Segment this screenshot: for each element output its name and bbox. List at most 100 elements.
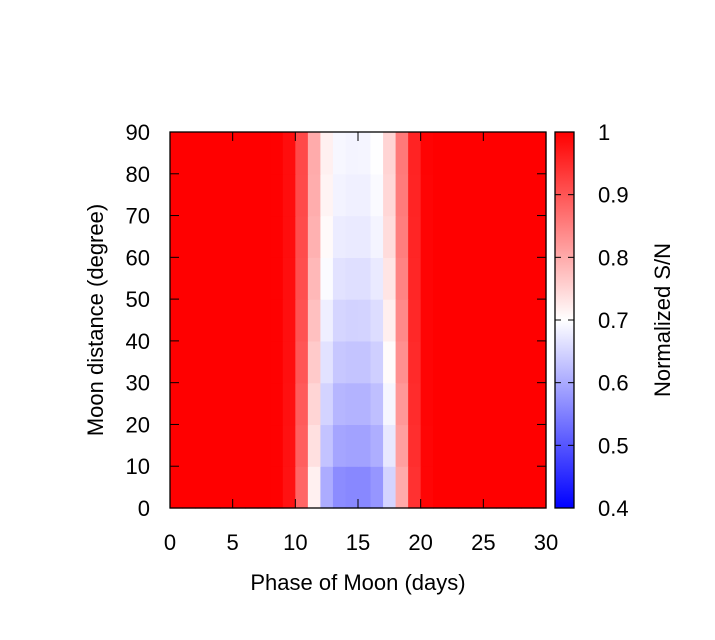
heatmap-cell bbox=[420, 257, 434, 300]
heatmap-cell bbox=[257, 299, 271, 342]
heatmap-cell bbox=[508, 382, 522, 426]
heatmap-cell bbox=[408, 299, 422, 342]
y-tick-label: 40 bbox=[126, 329, 150, 354]
heatmap-cell bbox=[395, 382, 409, 426]
heatmap-cell bbox=[395, 257, 409, 300]
heatmap-cell bbox=[508, 466, 522, 509]
heatmap-cell bbox=[370, 466, 384, 509]
colorbar-tick-label: 0.7 bbox=[598, 308, 629, 333]
heatmap-cell bbox=[420, 382, 434, 426]
heatmap-cell bbox=[470, 215, 484, 258]
heatmap-cell bbox=[195, 215, 209, 258]
heatmap-cell bbox=[495, 466, 509, 509]
heatmap-cell bbox=[282, 299, 296, 342]
heatmap-cell bbox=[345, 299, 359, 342]
heatmap-cell bbox=[483, 466, 497, 509]
heatmap-cell bbox=[270, 173, 284, 217]
heatmap-cell bbox=[195, 299, 209, 342]
heatmap-cell bbox=[170, 215, 184, 258]
heatmap-cell bbox=[295, 382, 309, 426]
heatmap-cell bbox=[295, 299, 309, 342]
heatmap-cell bbox=[220, 132, 234, 175]
heatmap-cell bbox=[445, 424, 459, 467]
heatmap-cell bbox=[520, 382, 535, 426]
heatmap-cell bbox=[470, 173, 484, 217]
heatmap-cell bbox=[533, 132, 547, 175]
heatmap-cell bbox=[370, 299, 384, 342]
heatmap-cell bbox=[483, 299, 497, 342]
heatmap-cell bbox=[232, 132, 246, 175]
heatmap-cell bbox=[195, 424, 209, 467]
heatmap-cell bbox=[282, 173, 296, 217]
heatmap-cell bbox=[195, 466, 209, 509]
heatmap-cell bbox=[245, 173, 259, 217]
heatmap-cell bbox=[458, 424, 472, 467]
heatmap-cell bbox=[182, 424, 196, 467]
heatmap-cell bbox=[195, 173, 209, 217]
heatmap-cell bbox=[220, 466, 234, 509]
heatmap-cell bbox=[533, 382, 547, 426]
colorbar-ticks: 0.4 0.5 0.6 0.7 0.8 0.9 1 bbox=[555, 120, 629, 521]
heatmap-cell bbox=[345, 132, 359, 175]
heatmap-cell bbox=[508, 173, 522, 217]
heatmap-cell bbox=[320, 215, 334, 258]
heatmap-cell bbox=[320, 424, 334, 467]
heatmap-cell bbox=[408, 257, 422, 300]
heatmap-cell bbox=[345, 215, 359, 258]
heatmap-cell bbox=[533, 340, 547, 384]
heatmap-cell bbox=[345, 424, 359, 467]
heatmap-cell bbox=[295, 466, 309, 509]
heatmap-cell bbox=[295, 173, 309, 217]
heatmap-cell bbox=[282, 132, 296, 175]
y-tick-label: 0 bbox=[138, 496, 150, 521]
heatmap-cell bbox=[295, 132, 309, 175]
heatmap-cell bbox=[332, 382, 347, 426]
heatmap-cell bbox=[370, 424, 384, 467]
heatmap-cell bbox=[520, 340, 535, 384]
heatmap-cell bbox=[458, 299, 472, 342]
heatmap-cell bbox=[508, 257, 522, 300]
heatmap-cell bbox=[533, 299, 547, 342]
heatmap-cell bbox=[458, 173, 472, 217]
heatmap-cell bbox=[282, 215, 296, 258]
heatmap-cell bbox=[520, 215, 535, 258]
heatmap-cell bbox=[395, 173, 409, 217]
heatmap-cell bbox=[170, 382, 184, 426]
heatmap-cell bbox=[220, 299, 234, 342]
heatmap-cell bbox=[420, 173, 434, 217]
heatmap-cell bbox=[420, 215, 434, 258]
heatmap-cell bbox=[433, 132, 447, 175]
heatmap-cell bbox=[207, 466, 221, 509]
heatmap-cell bbox=[345, 257, 359, 300]
x-tick-label: 30 bbox=[534, 530, 558, 555]
heatmap-cell bbox=[170, 299, 184, 342]
heatmap-cell bbox=[433, 340, 447, 384]
heatmap-cell bbox=[383, 173, 397, 217]
heatmap-cell bbox=[332, 299, 347, 342]
heatmap-cell bbox=[270, 257, 284, 300]
x-axis-ticks: 0 5 10 15 20 25 30 bbox=[164, 132, 558, 555]
heatmap-cell bbox=[257, 132, 271, 175]
heatmap-cell bbox=[195, 382, 209, 426]
x-tick-label: 20 bbox=[408, 530, 432, 555]
heatmap-cell bbox=[395, 424, 409, 467]
heatmap-cell bbox=[270, 382, 284, 426]
heatmap-cell bbox=[433, 215, 447, 258]
heatmap-cell bbox=[508, 340, 522, 384]
heatmap-cell bbox=[470, 424, 484, 467]
heatmap-cell bbox=[295, 340, 309, 384]
heatmap-cell bbox=[320, 299, 334, 342]
heatmap-cell bbox=[420, 340, 434, 384]
heatmap-cell bbox=[257, 257, 271, 300]
heatmap-cell bbox=[445, 257, 459, 300]
y-tick-label: 70 bbox=[126, 204, 150, 229]
heatmap-cell bbox=[483, 132, 497, 175]
heatmap-cell bbox=[495, 132, 509, 175]
y-tick-label: 20 bbox=[126, 412, 150, 437]
heatmap-cell bbox=[345, 173, 359, 217]
heatmap-cell bbox=[270, 424, 284, 467]
heatmap-cell bbox=[332, 215, 347, 258]
heatmap-cell bbox=[520, 173, 535, 217]
heatmap-cell bbox=[470, 132, 484, 175]
y-axis-label: Moon distance (degree) bbox=[83, 204, 108, 436]
